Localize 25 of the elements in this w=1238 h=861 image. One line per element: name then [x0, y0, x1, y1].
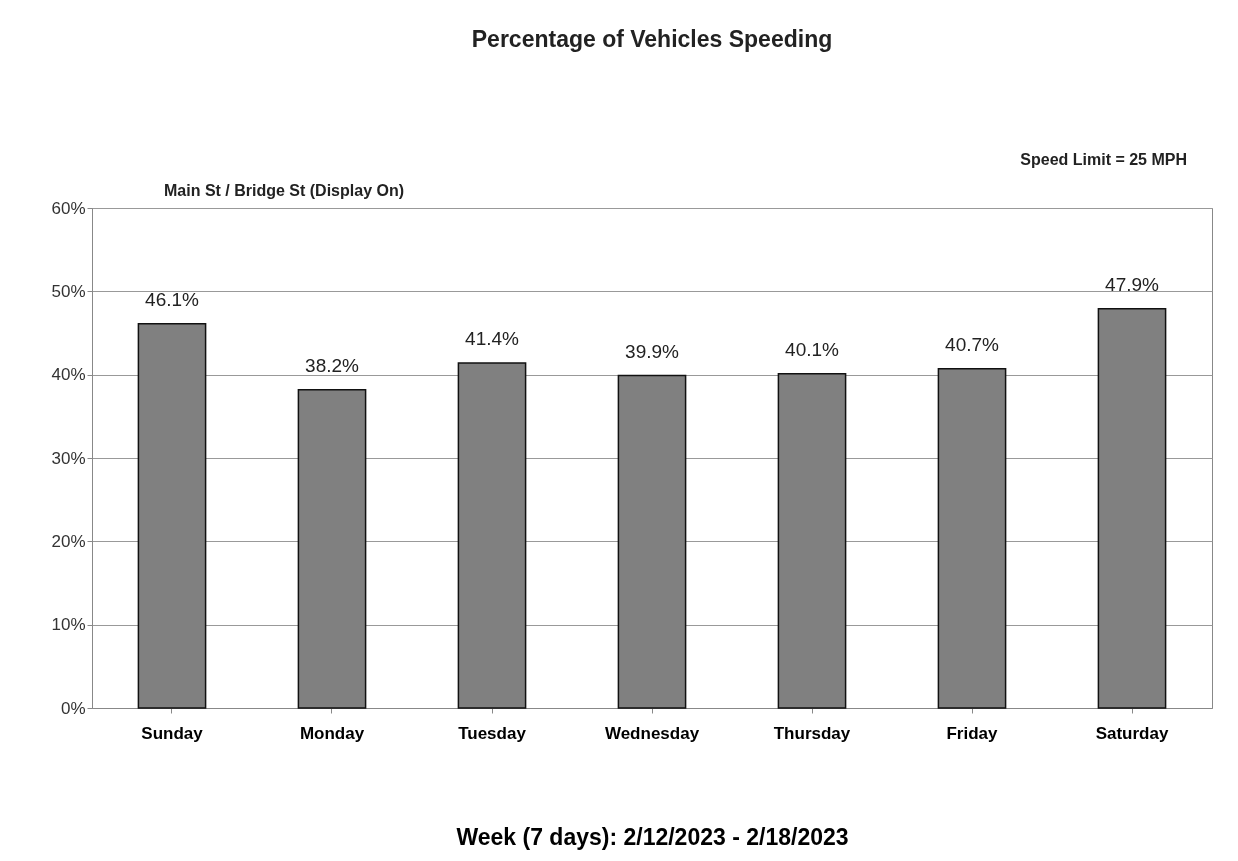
data-label: 38.2%: [305, 354, 360, 376]
data-label: 40.1%: [785, 338, 840, 360]
x-tick-label: Friday: [946, 723, 999, 743]
text: Speed Limit = 25 MPH: [1020, 151, 1187, 168]
data-label: 40.7%: [945, 333, 1000, 355]
y-tick-label: 0%: [60, 698, 86, 718]
chart-title: Percentage of Vehicles Speeding: [471, 26, 833, 52]
text: Main St / Bridge St (Display On): [164, 182, 405, 199]
data-label: 46.1%: [145, 288, 200, 310]
data-label: 41.4%: [465, 328, 520, 349]
x-tick-label: Monday: [299, 723, 365, 743]
x-axis-title: Week (7 days): 2/12/2023 - 2/18/2023: [456, 823, 849, 850]
x-tick-label: Saturday: [1095, 723, 1169, 743]
data-label: 47.9%: [1105, 273, 1160, 295]
y-tick-label: 30%: [51, 448, 86, 468]
y-tick-label: 40%: [51, 365, 86, 385]
y-tick-label: 20%: [51, 531, 86, 551]
x-tick-label: Thursday: [773, 723, 851, 743]
y-tick-label: 50%: [51, 281, 86, 301]
y-tick-label: 60%: [51, 198, 86, 218]
y-tick-label: 10%: [51, 615, 86, 635]
data-label: 39.9%: [625, 340, 680, 362]
x-tick-label: Sunday: [141, 723, 204, 743]
x-tick-label: Tuesday: [458, 723, 527, 743]
x-tick-label: Wednesday: [604, 723, 700, 743]
